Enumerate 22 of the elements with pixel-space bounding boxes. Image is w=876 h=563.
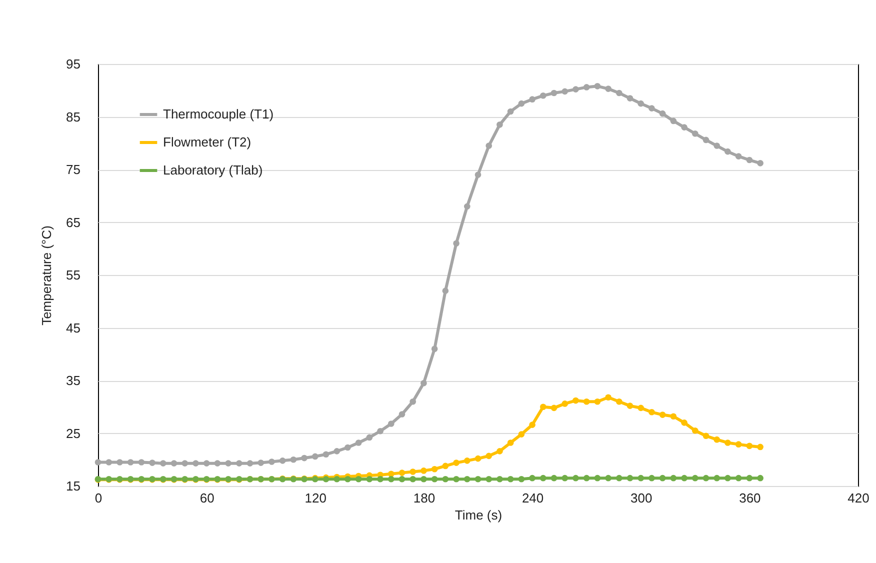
legend-label: Laboratory (Tlab) <box>163 162 263 178</box>
x-tick-label: 360 <box>739 490 761 506</box>
legend-label: Flowmeter (T2) <box>163 134 252 150</box>
x-axis-title: Time (s) <box>454 508 502 522</box>
x-tick-label: 180 <box>413 490 436 506</box>
y-axis-title: Temperature (°C) <box>39 226 54 326</box>
y-tick-label: 55 <box>66 268 80 282</box>
y-tick-label: 75 <box>66 162 80 177</box>
y-tick-label: 85 <box>66 109 80 124</box>
x-tick-label: 120 <box>304 490 326 506</box>
y-tick-label: 35 <box>66 373 80 388</box>
x-tick-label: 300 <box>630 490 652 506</box>
legend-label: Thermocouple (T1) <box>163 106 274 122</box>
y-tick-label: 95 <box>66 56 80 72</box>
y-tick-label: 65 <box>66 214 80 230</box>
x-tick-label: 240 <box>522 490 544 506</box>
x-tick-label: 420 <box>848 490 870 506</box>
y-tick-label: 25 <box>66 426 80 441</box>
x-tick-label: 60 <box>200 490 214 506</box>
y-tick-label: 45 <box>66 320 80 336</box>
y-tick-label: 15 <box>66 478 80 494</box>
x-tick-label: 0 <box>94 490 102 506</box>
